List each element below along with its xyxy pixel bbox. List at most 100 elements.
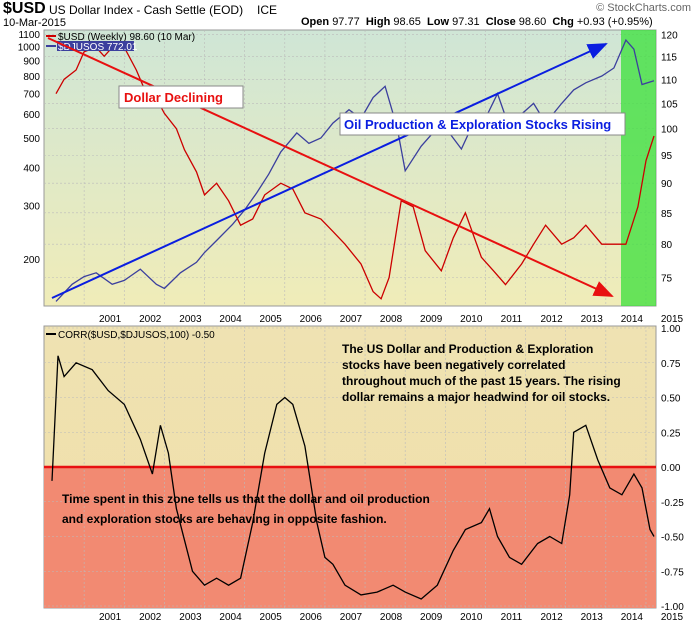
left-tick-label: 700 bbox=[23, 90, 40, 101]
green-highlight-zone bbox=[621, 30, 656, 306]
x-tick-label: 2012 bbox=[540, 612, 563, 623]
corr-tick-label: -0.75 bbox=[661, 567, 684, 578]
x-tick-label: 2001 bbox=[99, 612, 122, 623]
corr-note-line-3: throughout much of the past 15 years. Th… bbox=[342, 374, 621, 388]
left-tick-label: 900 bbox=[23, 56, 40, 67]
djusos-line bbox=[55, 38, 655, 302]
zone-note: Time spent in this zone tells us that th… bbox=[62, 492, 430, 526]
x-tick-label: 2002 bbox=[139, 612, 162, 623]
zone-note-line-1: Time spent in this zone tells us that th… bbox=[62, 492, 430, 506]
chg-label: Chg bbox=[552, 16, 574, 28]
x-tick-label: 2005 bbox=[260, 612, 283, 623]
corr-note-line-2: stocks have been negatively correlated bbox=[342, 358, 565, 372]
right-tick-label: 100 bbox=[661, 125, 678, 136]
x-tick-label: 2009 bbox=[420, 612, 443, 623]
blue-trend-arrow bbox=[51, 43, 608, 299]
right-tick-label: 115 bbox=[661, 52, 677, 63]
x-tick-label: 2004 bbox=[219, 314, 242, 325]
exchange-label: ICE bbox=[257, 3, 278, 17]
corr-tick-label: 0.75 bbox=[661, 359, 681, 370]
left-tick-label: 800 bbox=[23, 72, 40, 83]
x-tick-label: 2012 bbox=[540, 314, 563, 325]
x-tick-label: 2011 bbox=[501, 314, 523, 325]
lower-axis-labels: 1.00 0.75 0.50 0.25 0.00 -0.25 -0.50 -0.75 -1.00… bbox=[99, 324, 684, 623]
x-tick-label: 2013 bbox=[581, 612, 604, 623]
x-tick-label: 2013 bbox=[581, 314, 604, 325]
corr-tick-label: 1.00 bbox=[661, 324, 681, 335]
left-tick-label: 500 bbox=[23, 134, 40, 145]
upper-panel-bg bbox=[43, 29, 657, 307]
open-label: Open bbox=[301, 16, 330, 28]
oil-rising-callout: Oil Production & Exploration Stocks Risi… bbox=[339, 112, 626, 136]
corr-legend: CORR($USD,$DJUSOS,100) -0.50 bbox=[46, 330, 215, 341]
djusos-legend-bg bbox=[57, 41, 134, 51]
red-trend-arrow bbox=[47, 37, 614, 297]
corr-line bbox=[51, 355, 655, 600]
corr-note-line-1: The US Dollar and Production & Explorati… bbox=[342, 342, 593, 356]
x-tick-label: 2007 bbox=[340, 612, 363, 623]
open-value: 97.77 bbox=[332, 16, 360, 28]
corr-note: The US Dollar and Production & Explorati… bbox=[342, 342, 621, 404]
high-value: 98.65 bbox=[393, 16, 421, 28]
right-tick-label: 95 bbox=[661, 151, 673, 162]
corr-legend-text: CORR($USD,$DJUSOS,100) -0.50 bbox=[58, 330, 215, 341]
x-tick-label: 2008 bbox=[380, 314, 403, 325]
corr-tick-label: 0.00 bbox=[661, 463, 681, 474]
corr-tick-label: 0.25 bbox=[661, 428, 681, 439]
ohlc-readout: Open 97.77 High 98.65 Low 97.31 Close 98… bbox=[301, 16, 653, 28]
x-tick-label: 2007 bbox=[340, 314, 363, 325]
lower-series bbox=[51, 355, 655, 600]
dollar-declining-text: Dollar Declining bbox=[124, 90, 223, 105]
symbol-label: $USD bbox=[3, 0, 46, 17]
right-tick-label: 120 bbox=[661, 30, 678, 41]
corr-note-line-4: dollar remains a major headwind for oil … bbox=[342, 390, 610, 404]
right-tick-label: 90 bbox=[661, 179, 673, 190]
corr-tick-label: -0.25 bbox=[661, 498, 684, 509]
x-tick-label: 2015 bbox=[661, 612, 684, 623]
corr-tick-label: -0.50 bbox=[661, 533, 684, 544]
x-tick-label: 2005 bbox=[260, 314, 283, 325]
right-tick-label: 85 bbox=[661, 209, 673, 220]
close-value: 98.60 bbox=[518, 16, 547, 28]
low-value: 97.31 bbox=[452, 16, 480, 28]
right-tick-label: 75 bbox=[661, 274, 673, 285]
x-tick-label: 2002 bbox=[139, 314, 162, 325]
djusos-legend-text: $DJUSOS 772.01 bbox=[58, 42, 138, 53]
right-tick-label: 80 bbox=[661, 240, 673, 251]
right-tick-label: 110 bbox=[661, 75, 677, 86]
dollar-declining-callout: Dollar Declining bbox=[118, 85, 244, 109]
upper-legend: $USD (Weekly) 98.60 (10 Mar) $DJUSOS 772… bbox=[46, 32, 195, 53]
zone-note-line-2: and exploration stocks are behaving in o… bbox=[62, 512, 387, 526]
left-tick-label: 400 bbox=[23, 163, 40, 174]
oil-rising-text: Oil Production & Exploration Stocks Risi… bbox=[344, 117, 611, 132]
x-tick-label: 2001 bbox=[99, 314, 122, 325]
x-tick-label: 2010 bbox=[460, 612, 483, 623]
x-tick-label: 2004 bbox=[219, 612, 242, 623]
x-tick-label: 2003 bbox=[179, 612, 202, 623]
left-tick-label: 1100 bbox=[18, 30, 40, 41]
left-tick-label: 200 bbox=[23, 255, 40, 266]
index-name-label: US Dollar Index - Cash Settle (EOD) bbox=[49, 3, 244, 17]
x-tick-label: 2014 bbox=[621, 314, 644, 325]
corr-tick-label: 0.50 bbox=[661, 394, 681, 405]
x-tick-label: 2011 bbox=[501, 612, 523, 623]
date-label: 10-Mar-2015 bbox=[3, 17, 66, 29]
right-tick-label: 105 bbox=[661, 99, 678, 110]
x-tick-label: 2015 bbox=[661, 314, 684, 325]
negative-correlation-zone bbox=[44, 467, 656, 608]
left-tick-label: 1000 bbox=[18, 43, 41, 54]
x-tick-label: 2009 bbox=[420, 314, 443, 325]
low-label: Low bbox=[427, 16, 450, 28]
x-tick-label: 2008 bbox=[380, 612, 403, 623]
chg-value: +0.93 (+0.95%) bbox=[576, 16, 653, 28]
brand-label: © StockCharts.com bbox=[596, 2, 691, 14]
x-tick-label: 2003 bbox=[179, 314, 202, 325]
x-tick-label: 2010 bbox=[460, 314, 483, 325]
high-label: High bbox=[365, 16, 391, 28]
x-tick-label: 2006 bbox=[300, 612, 323, 623]
left-tick-label: 300 bbox=[23, 201, 40, 212]
x-tick-label: 2014 bbox=[621, 612, 644, 623]
upper-axis-labels: 200 300 400 500 600 700 800 900 1000 1100 75 80 85 90… bbox=[18, 30, 684, 325]
usd-legend-text: $USD (Weekly) 98.60 (10 Mar) bbox=[58, 32, 195, 43]
